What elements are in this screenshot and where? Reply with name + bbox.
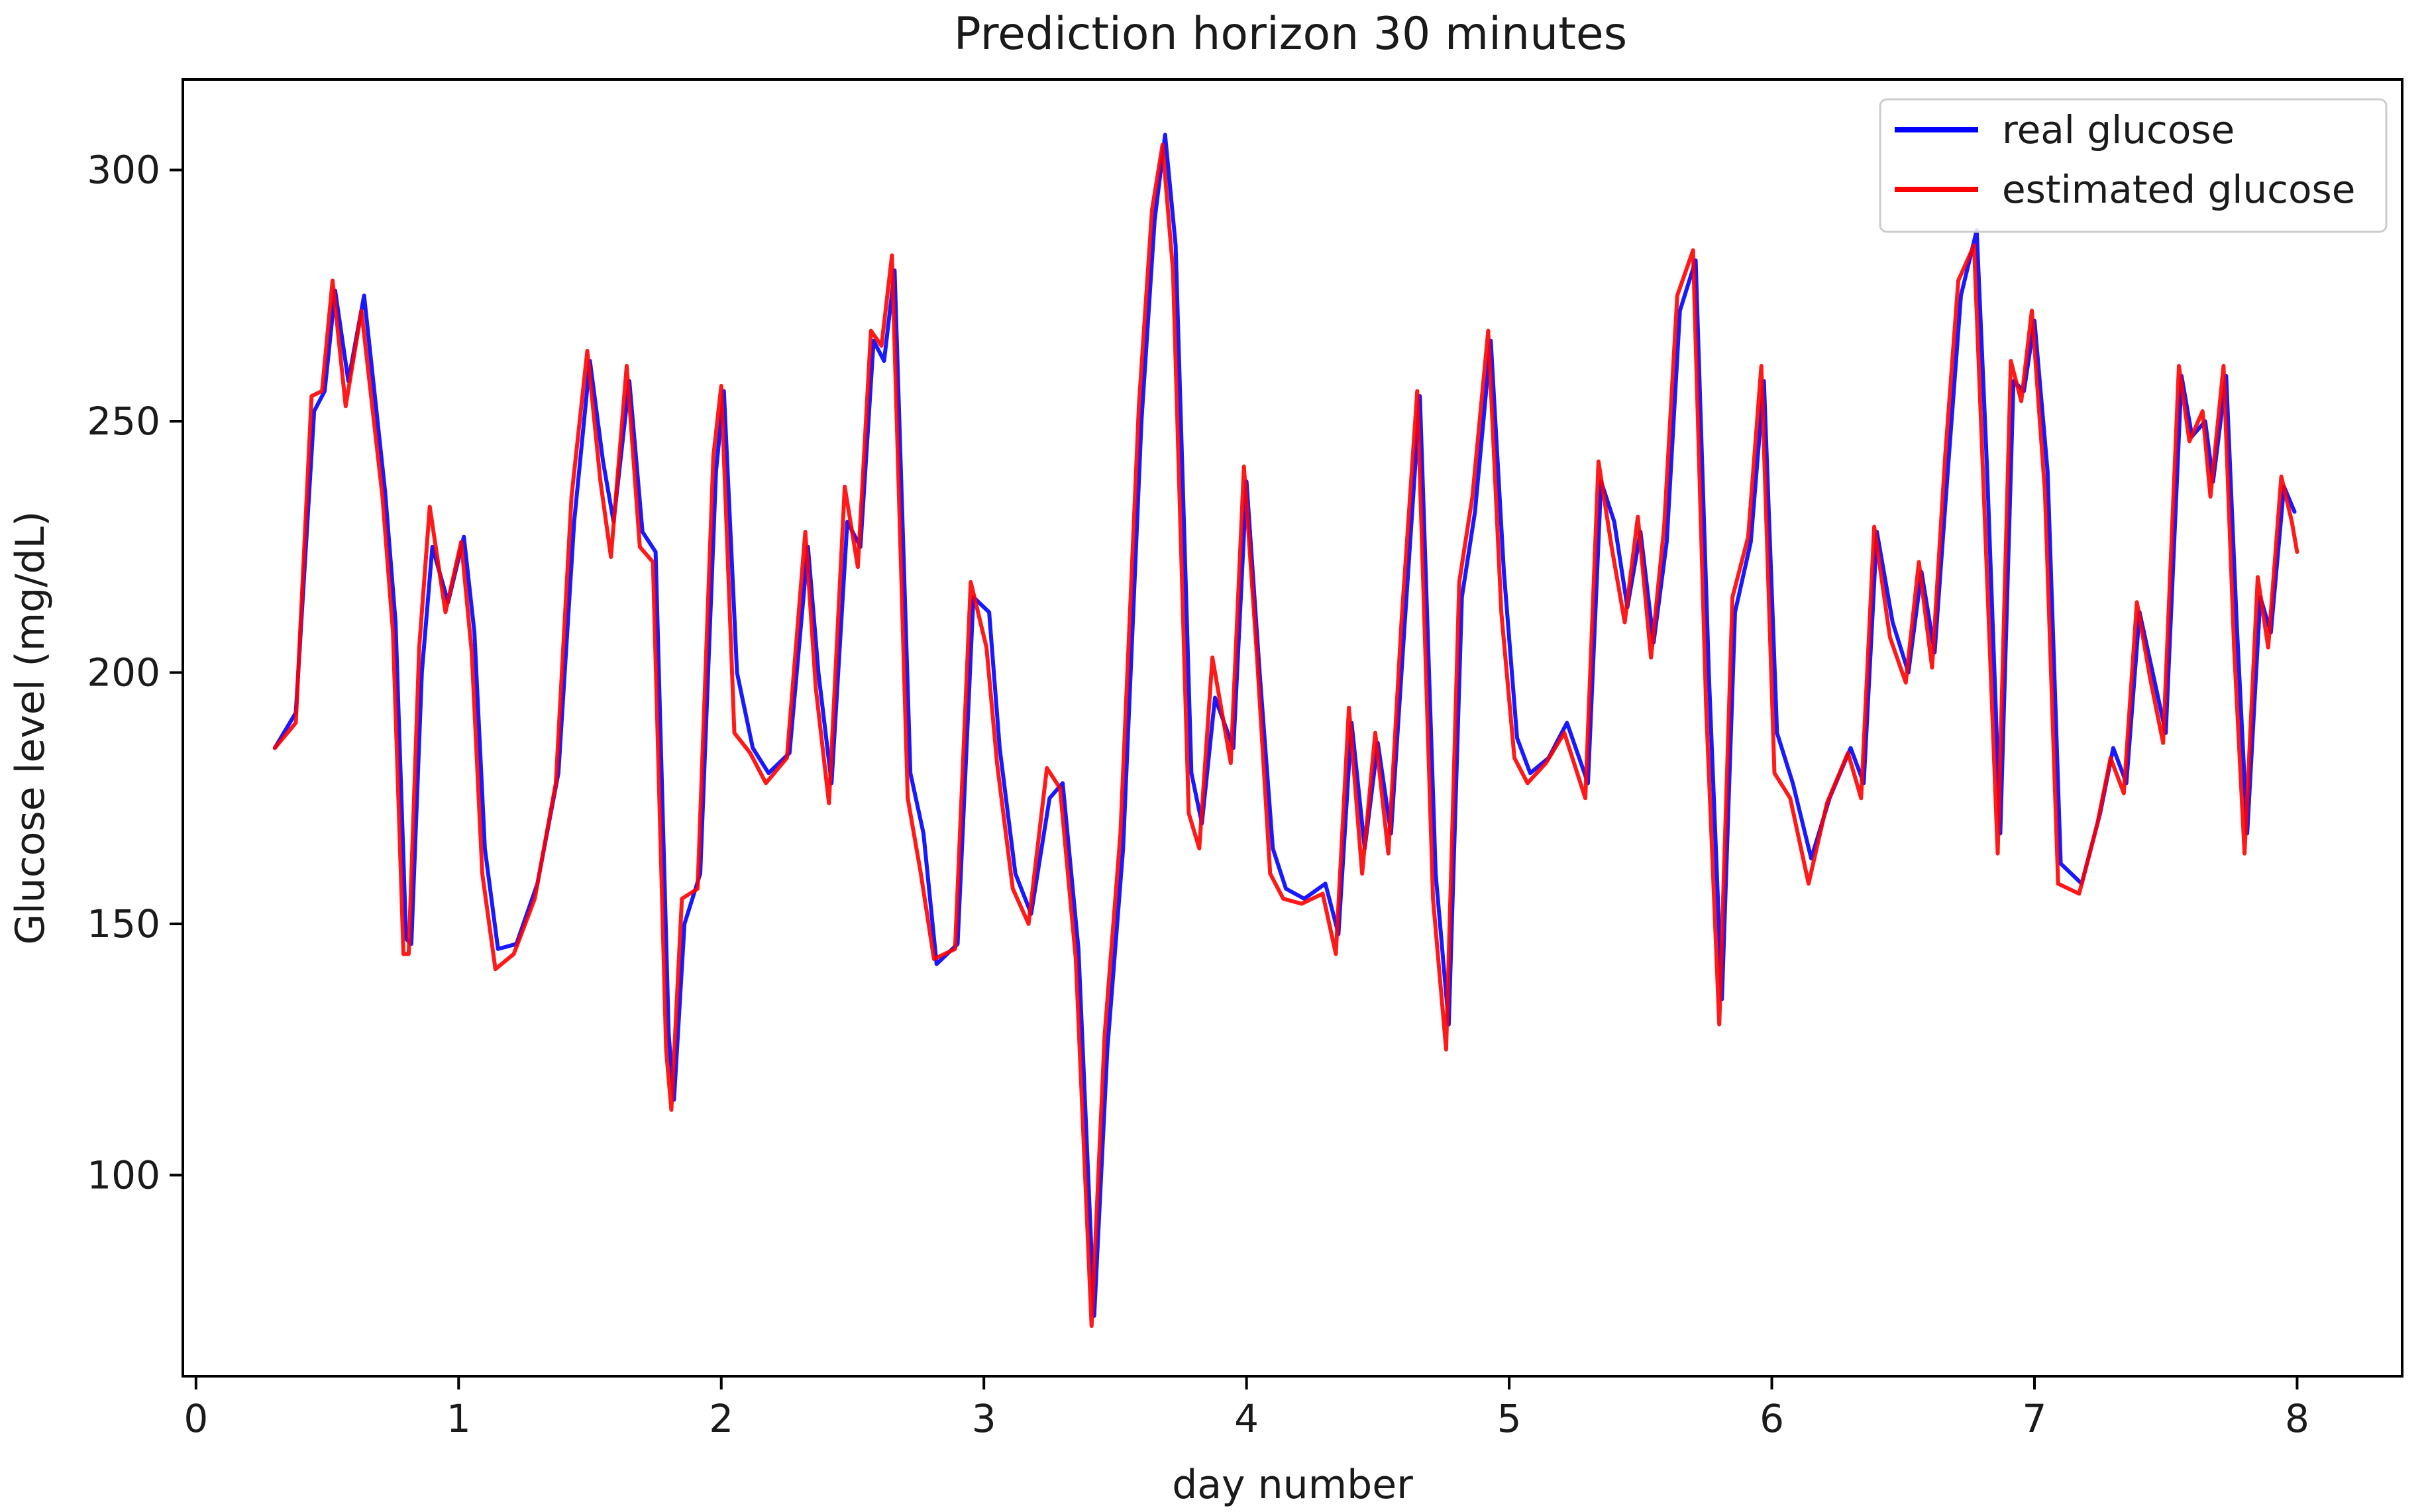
legend: real glucose estimated glucose [1879, 98, 2388, 233]
x-tick-label: 6 [1760, 1396, 1784, 1441]
x-tick-label: 5 [1497, 1396, 1522, 1441]
y-axis-label: Glucose level (mg/dL) [7, 511, 54, 945]
legend-label-estimated-glucose: estimated glucose [2002, 167, 2355, 212]
y-tick-label: 150 [87, 901, 160, 946]
legend-label-real-glucose: real glucose [2002, 107, 2235, 152]
x-tick-label: 0 [184, 1396, 208, 1441]
x-tick-label: 4 [1234, 1396, 1259, 1441]
y-tick-label: 200 [87, 650, 160, 695]
x-tick-label: 3 [972, 1396, 996, 1441]
x-tick-label: 7 [2023, 1396, 2047, 1441]
plot-frame [182, 78, 2403, 1378]
x-axis: 0 1 2 3 4 5 6 7 8 [184, 1376, 2309, 1441]
series-layer [272, 132, 2299, 1329]
y-tick-label: 300 [87, 148, 160, 193]
plot-area [182, 78, 2403, 1378]
series-line-estimated-glucose [272, 142, 2299, 1329]
y-tick-label: 250 [87, 399, 160, 444]
y-tick-label: 100 [87, 1152, 160, 1197]
x-tick-label: 8 [2285, 1396, 2309, 1441]
legend-box [1879, 98, 2388, 233]
x-tick-label: 1 [447, 1396, 471, 1441]
chart-title: Prediction horizon 30 minutes [954, 8, 1627, 60]
x-axis-label: day number [1172, 1462, 1413, 1508]
y-axis: 100 150 200 250 300 [87, 148, 183, 1197]
x-tick-label: 2 [709, 1396, 733, 1441]
